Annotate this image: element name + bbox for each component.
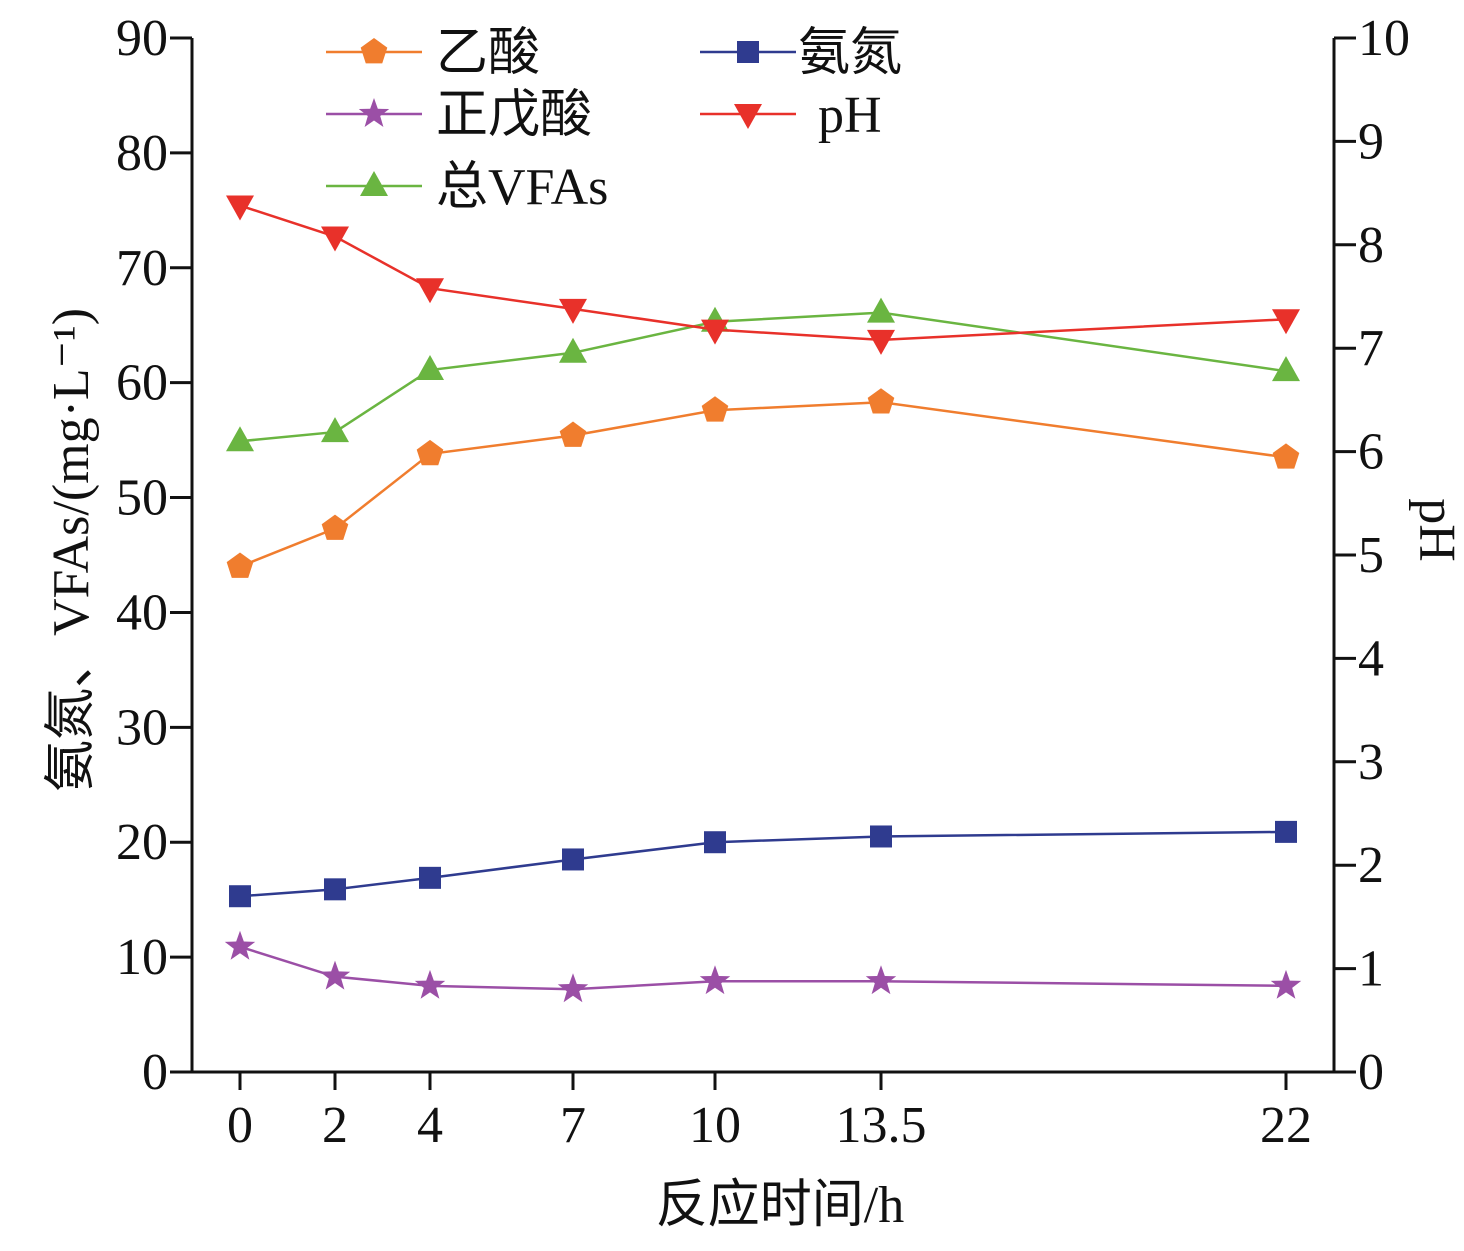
series-pentagon bbox=[226, 388, 1300, 578]
legend-marker bbox=[734, 104, 762, 129]
left-y-tick-label: 30 bbox=[116, 699, 168, 756]
right-y-tick-label: 8 bbox=[1358, 217, 1384, 274]
x-tick-label: 2 bbox=[322, 1097, 348, 1154]
right-y-tick-label: 3 bbox=[1358, 734, 1384, 791]
data-point bbox=[557, 973, 589, 1003]
x-tick-label: 7 bbox=[560, 1097, 586, 1154]
legend-label: 氨氮 bbox=[798, 25, 902, 82]
left-y-axis-title: 氨氮、VFAs/(mg·L⁻¹) bbox=[43, 308, 100, 792]
data-point bbox=[559, 298, 587, 324]
data-point bbox=[419, 866, 441, 889]
data-point bbox=[867, 388, 895, 414]
data-point bbox=[229, 885, 251, 908]
legend-label: pH bbox=[818, 87, 882, 144]
data-point bbox=[704, 831, 726, 854]
legend-marker bbox=[360, 38, 388, 64]
data-point bbox=[559, 337, 587, 363]
right-y-tick-label: 2 bbox=[1358, 837, 1384, 894]
series-square bbox=[229, 820, 1297, 908]
right-y-tick-label: 0 bbox=[1358, 1044, 1384, 1101]
right-y-tick-label: 1 bbox=[1358, 941, 1384, 998]
series-line bbox=[239, 945, 1287, 991]
left-y-tick-label: 50 bbox=[116, 470, 168, 527]
left-y-tick-label: 70 bbox=[116, 240, 168, 297]
data-point bbox=[699, 965, 731, 995]
data-point bbox=[226, 426, 254, 452]
series-line bbox=[239, 400, 1287, 568]
right-y-tick-label: 4 bbox=[1358, 630, 1384, 687]
left-y-tick-label: 40 bbox=[116, 584, 168, 641]
series-group bbox=[224, 195, 1302, 1003]
data-point bbox=[1272, 443, 1300, 469]
legend-label: 乙酸 bbox=[436, 25, 540, 82]
axes-group: 0 10 20 30 40 50 60 70 80 90 0 1 2 3 4 5 6 7 8 9 10 0 2 4 7 10 13.… bbox=[116, 10, 1410, 1154]
left-y-tick-label: 0 bbox=[142, 1044, 168, 1101]
legend-entry: 氨氮 bbox=[700, 25, 902, 82]
right-y-tick-label: 5 bbox=[1358, 527, 1384, 584]
right-y-tick-label: 10 bbox=[1358, 10, 1410, 67]
series-star bbox=[224, 930, 1302, 1003]
data-point bbox=[867, 297, 895, 323]
data-point bbox=[870, 825, 892, 848]
left-y-tick-label: 80 bbox=[116, 125, 168, 182]
data-point bbox=[324, 878, 346, 901]
data-point bbox=[226, 552, 254, 578]
data-point bbox=[321, 226, 349, 252]
data-point bbox=[1272, 309, 1300, 335]
left-y-tick-label: 10 bbox=[116, 929, 168, 986]
data-point bbox=[321, 514, 349, 540]
data-point bbox=[416, 355, 444, 381]
series-line bbox=[239, 830, 1287, 898]
data-point bbox=[1272, 356, 1300, 382]
legend-label: 正戊酸 bbox=[436, 87, 592, 144]
legend-label: 总VFAs bbox=[436, 159, 608, 216]
x-tick-label: 10 bbox=[689, 1097, 741, 1154]
data-point bbox=[224, 930, 256, 960]
data-point bbox=[559, 421, 587, 447]
left-y-tick-label: 20 bbox=[116, 814, 168, 871]
series-triangle-down bbox=[226, 195, 1300, 355]
legend-marker bbox=[360, 171, 388, 196]
legend-entry: 总VFAs bbox=[326, 159, 608, 216]
data-point bbox=[321, 417, 349, 443]
data-point bbox=[701, 319, 729, 345]
data-point bbox=[416, 278, 444, 304]
x-axis-title: 反应时间/h bbox=[656, 1177, 904, 1234]
legend-entry: 正戊酸 bbox=[326, 87, 592, 144]
data-point bbox=[1270, 969, 1302, 999]
x-tick-label: 4 bbox=[417, 1097, 443, 1154]
right-y-tick-label: 7 bbox=[1358, 320, 1384, 377]
data-point bbox=[416, 439, 444, 466]
right-y-tick-label: 9 bbox=[1358, 113, 1384, 170]
legend-entry: pH bbox=[700, 87, 882, 144]
x-tick-label: 22 bbox=[1260, 1097, 1312, 1154]
legend-marker bbox=[358, 98, 390, 127]
right-y-tick-label: 6 bbox=[1358, 424, 1384, 481]
data-point bbox=[865, 965, 897, 995]
data-point bbox=[867, 329, 895, 355]
data-point bbox=[1275, 820, 1297, 843]
data-point bbox=[226, 195, 254, 221]
x-tick-label: 0 bbox=[227, 1097, 253, 1154]
legend-entry: 乙酸 bbox=[326, 25, 540, 82]
data-point bbox=[701, 396, 729, 422]
left-y-tick-label: 60 bbox=[116, 355, 168, 412]
legend-marker bbox=[737, 41, 759, 63]
data-point bbox=[319, 960, 351, 990]
data-point bbox=[562, 848, 584, 871]
x-tick-label: 13.5 bbox=[836, 1097, 927, 1154]
series-triangle-up bbox=[226, 297, 1300, 452]
left-y-tick-label: 90 bbox=[116, 10, 168, 67]
right-y-axis-title: pH bbox=[1408, 498, 1464, 562]
data-point bbox=[414, 969, 446, 999]
